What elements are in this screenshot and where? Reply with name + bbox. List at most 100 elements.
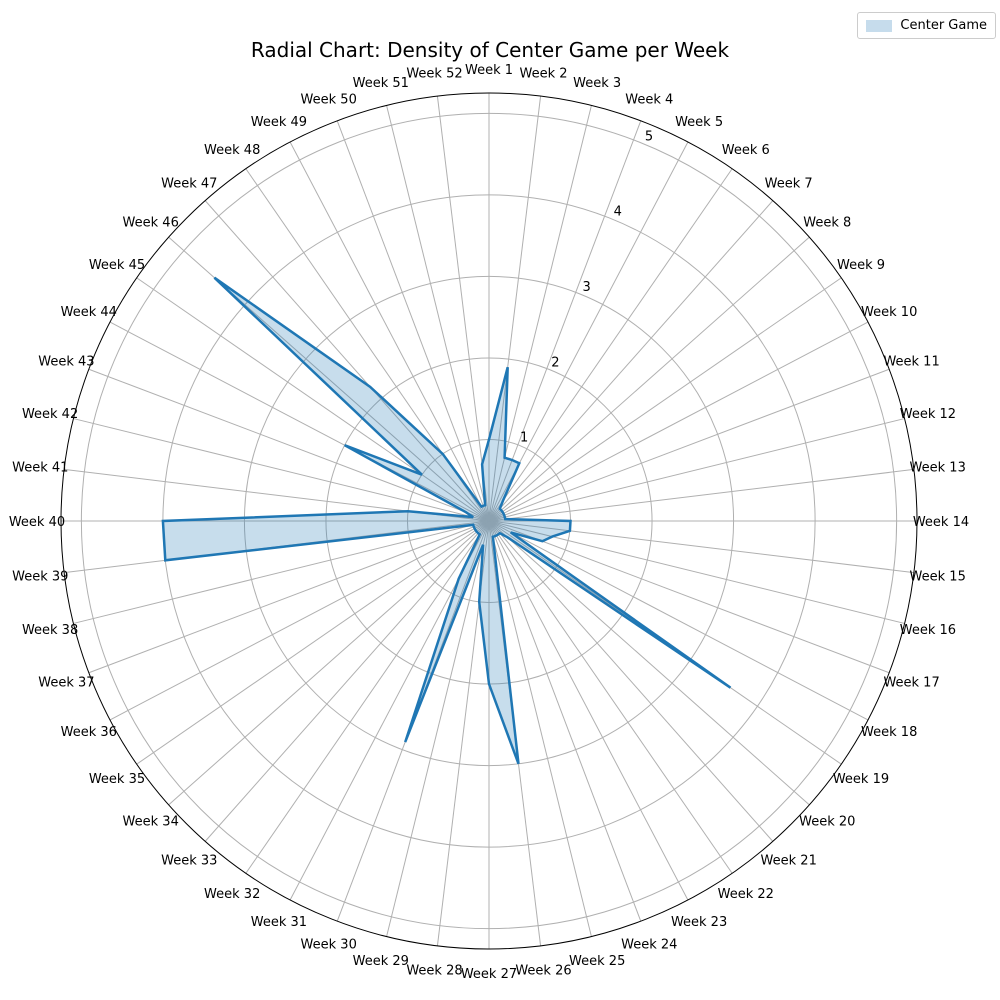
radial-tick-label: 4: [614, 205, 622, 220]
category-label: Week 1: [465, 63, 513, 78]
category-label: Week 41: [12, 461, 68, 476]
category-label: Week 45: [89, 258, 145, 273]
angular-gridline: [73, 520, 490, 624]
angular-gridline: [488, 520, 914, 574]
category-label: Week 34: [123, 815, 179, 830]
angular-gridline: [488, 96, 542, 522]
angular-gridline: [488, 236, 810, 522]
category-label: Week 49: [251, 115, 307, 130]
category-label: Week 52: [406, 66, 462, 81]
category-label: Week 16: [900, 623, 956, 638]
angular-gridline: [488, 277, 842, 522]
category-label: Week 14: [913, 515, 969, 530]
category-label: Week 32: [204, 887, 260, 902]
chart-legend: Center Game: [857, 12, 996, 39]
angular-gridline: [488, 120, 642, 522]
angular-gridline: [488, 520, 890, 674]
angular-gridline: [488, 468, 914, 522]
category-label: Week 23: [671, 915, 727, 930]
category-label: Week 15: [910, 570, 966, 585]
category-label: Week 38: [22, 623, 78, 638]
category-label: Week 27: [461, 967, 517, 982]
category-label: Week 21: [761, 853, 817, 868]
angular-gridline: [336, 120, 490, 522]
category-label: Week 25: [569, 954, 625, 969]
category-label: Week 9: [837, 258, 885, 273]
angular-gridline: [488, 520, 774, 842]
category-label: Week 11: [883, 355, 939, 370]
angular-gridline: [88, 520, 490, 674]
category-label: Week 33: [161, 853, 217, 868]
angular-gridline: [109, 321, 490, 522]
category-label: Week 28: [406, 964, 462, 979]
category-label: Week 10: [861, 305, 917, 320]
category-label: Week 4: [625, 92, 673, 107]
angular-gridline: [488, 368, 890, 522]
category-label: Week 39: [12, 570, 68, 585]
category-label: Week 40: [9, 515, 65, 530]
angular-gridline: [488, 418, 905, 522]
radial-tick-label: 1: [520, 431, 528, 446]
category-label: Week 44: [61, 305, 117, 320]
angular-gridline: [289, 141, 490, 522]
radial-tick-label: 3: [582, 280, 590, 295]
angular-gridline: [136, 277, 490, 522]
category-label: Week 13: [910, 461, 966, 476]
angular-gridline: [488, 520, 869, 721]
category-label: Week 2: [519, 66, 567, 81]
angular-gridline: [488, 520, 689, 901]
angular-gridline: [204, 520, 490, 842]
category-label: Week 18: [861, 725, 917, 740]
angular-gridline: [245, 520, 490, 874]
category-label: Week 35: [89, 772, 145, 787]
category-label: Week 36: [61, 725, 117, 740]
category-label: Week 31: [251, 915, 307, 930]
category-label: Week 30: [301, 938, 357, 953]
angular-gridline: [488, 520, 810, 806]
category-label: Week 19: [833, 772, 889, 787]
category-label: Week 42: [22, 407, 78, 422]
category-label: Week 20: [799, 815, 855, 830]
angular-gridline: [488, 520, 592, 937]
category-label: Week 6: [722, 143, 770, 158]
category-label: Week 22: [718, 887, 774, 902]
chart-title: Radial Chart: Density of Center Game per…: [250, 38, 730, 62]
angular-gridline: [88, 368, 490, 522]
angular-gridline: [109, 520, 490, 721]
angular-gridline: [488, 520, 733, 874]
category-label: Week 5: [675, 115, 723, 130]
category-label: Week 7: [765, 177, 813, 192]
angular-gridline: [386, 105, 490, 522]
category-label: Week 47: [161, 177, 217, 192]
category-label: Week 17: [883, 675, 939, 690]
category-label: Week 48: [204, 143, 260, 158]
radial-tick-label: 5: [645, 129, 653, 144]
category-label: Week 46: [123, 215, 179, 230]
category-label: Week 24: [621, 938, 677, 953]
angular-gridline: [488, 520, 642, 922]
polar-frame: [60, 92, 918, 950]
angular-gridline: [488, 105, 592, 522]
angular-gridline: [488, 168, 733, 522]
category-label: Week 29: [353, 954, 409, 969]
category-label: Week 51: [353, 76, 409, 91]
category-label: Week 12: [900, 407, 956, 422]
angular-gridline: [488, 520, 905, 624]
angular-gridline: [73, 418, 490, 522]
category-label: Week 8: [803, 215, 851, 230]
legend-label: Center Game: [900, 18, 987, 33]
category-label: Week 50: [301, 92, 357, 107]
angular-gridline: [136, 520, 490, 765]
legend-swatch: [866, 19, 893, 32]
series-area: [162, 277, 731, 764]
angular-gridline: [386, 520, 490, 937]
angular-gridline: [436, 96, 490, 522]
angular-gridline: [204, 200, 490, 522]
category-label: Week 3: [573, 76, 621, 91]
angular-gridline: [488, 321, 869, 522]
angular-gridline: [488, 141, 689, 522]
angular-gridline: [488, 200, 774, 522]
category-label: Week 37: [38, 675, 94, 690]
angular-gridline: [168, 520, 490, 806]
